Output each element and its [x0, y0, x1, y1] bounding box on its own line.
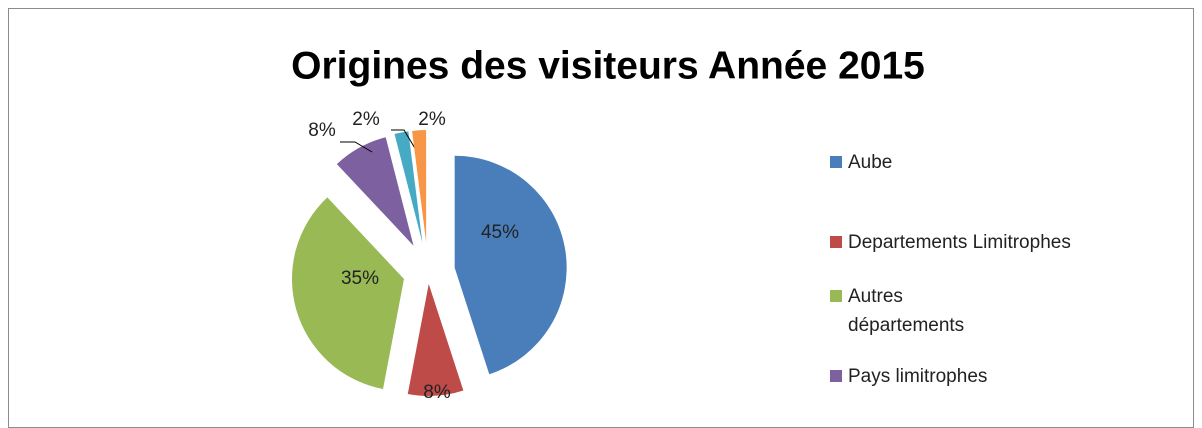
- pie-slice: [407, 283, 464, 396]
- legend-label: Autres départements: [848, 286, 965, 336]
- pie-slice: [291, 197, 404, 389]
- legend-label: Pays limitrophes: [848, 366, 988, 387]
- data-label: 35%: [341, 268, 379, 289]
- data-label: 8%: [308, 120, 336, 141]
- legend-label: Departements Limitrophes: [848, 232, 1071, 253]
- data-label: 45%: [481, 222, 519, 243]
- pie-slice: [394, 131, 423, 243]
- leader-line: [391, 129, 417, 151]
- pie-slice: [336, 137, 414, 246]
- data-label: 2%: [352, 109, 380, 130]
- pie-slice: [454, 155, 567, 375]
- legend-swatch: [830, 290, 842, 302]
- chart-title: Origines des visiteurs Année 2015: [291, 44, 925, 87]
- legend-swatch: [830, 370, 842, 382]
- legend-swatch: [830, 156, 842, 168]
- chart: Origines des visiteurs Année 2015 45% 8% 3…: [291, 44, 925, 403]
- legend-swatch: [830, 236, 842, 248]
- leader-line: [340, 141, 373, 153]
- legend-label: Aube: [848, 152, 893, 173]
- page: Origines des visiteurs Année 2015 45% 8% 3…: [8, 8, 1194, 428]
- data-label: 8%: [423, 382, 451, 403]
- pie-slice: [412, 130, 427, 243]
- data-label: 2%: [418, 109, 446, 130]
